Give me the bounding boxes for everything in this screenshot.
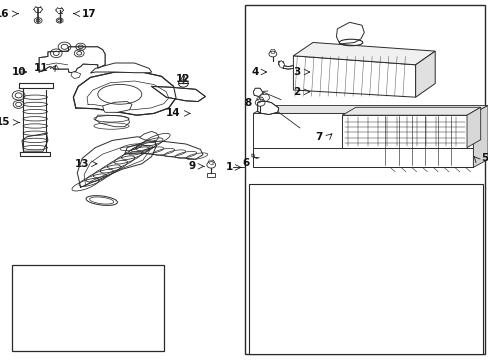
Text: 6: 6 [242, 158, 249, 168]
Polygon shape [293, 56, 415, 97]
Polygon shape [73, 72, 176, 115]
Text: 8: 8 [244, 98, 251, 108]
Polygon shape [139, 131, 159, 141]
Polygon shape [253, 105, 487, 113]
Text: 14: 14 [166, 108, 181, 118]
Polygon shape [278, 60, 284, 68]
Text: 10: 10 [12, 67, 27, 77]
Text: 3: 3 [292, 67, 300, 77]
Polygon shape [472, 105, 487, 167]
Text: 5: 5 [481, 153, 488, 163]
Text: 15: 15 [0, 117, 11, 127]
Text: 12: 12 [176, 74, 190, 84]
Polygon shape [151, 86, 205, 102]
Polygon shape [22, 133, 48, 151]
Polygon shape [415, 51, 434, 97]
Bar [249, 184, 482, 354]
Text: 1: 1 [225, 162, 232, 172]
Text: 13: 13 [75, 159, 89, 169]
Bar [245, 5, 484, 354]
Polygon shape [278, 61, 293, 69]
Bar [207, 173, 215, 177]
Polygon shape [90, 63, 151, 73]
Text: 9: 9 [188, 161, 195, 171]
Polygon shape [293, 42, 434, 65]
Polygon shape [95, 115, 129, 127]
Text: 7: 7 [315, 132, 322, 142]
Polygon shape [77, 137, 156, 187]
Text: 11: 11 [33, 63, 48, 73]
Text: 4: 4 [251, 67, 259, 77]
Text: 2: 2 [292, 87, 300, 97]
Polygon shape [124, 141, 203, 159]
Polygon shape [253, 88, 263, 96]
Polygon shape [253, 113, 472, 167]
Text: 16: 16 [0, 9, 10, 19]
Polygon shape [342, 107, 480, 115]
Polygon shape [336, 22, 364, 44]
Polygon shape [259, 94, 269, 102]
Polygon shape [253, 148, 472, 167]
Polygon shape [71, 72, 81, 78]
Polygon shape [342, 115, 466, 148]
Bar [12, 265, 163, 351]
Polygon shape [257, 101, 278, 114]
Text: 17: 17 [82, 9, 97, 19]
Polygon shape [466, 107, 480, 148]
Polygon shape [102, 102, 132, 112]
Polygon shape [39, 47, 105, 73]
